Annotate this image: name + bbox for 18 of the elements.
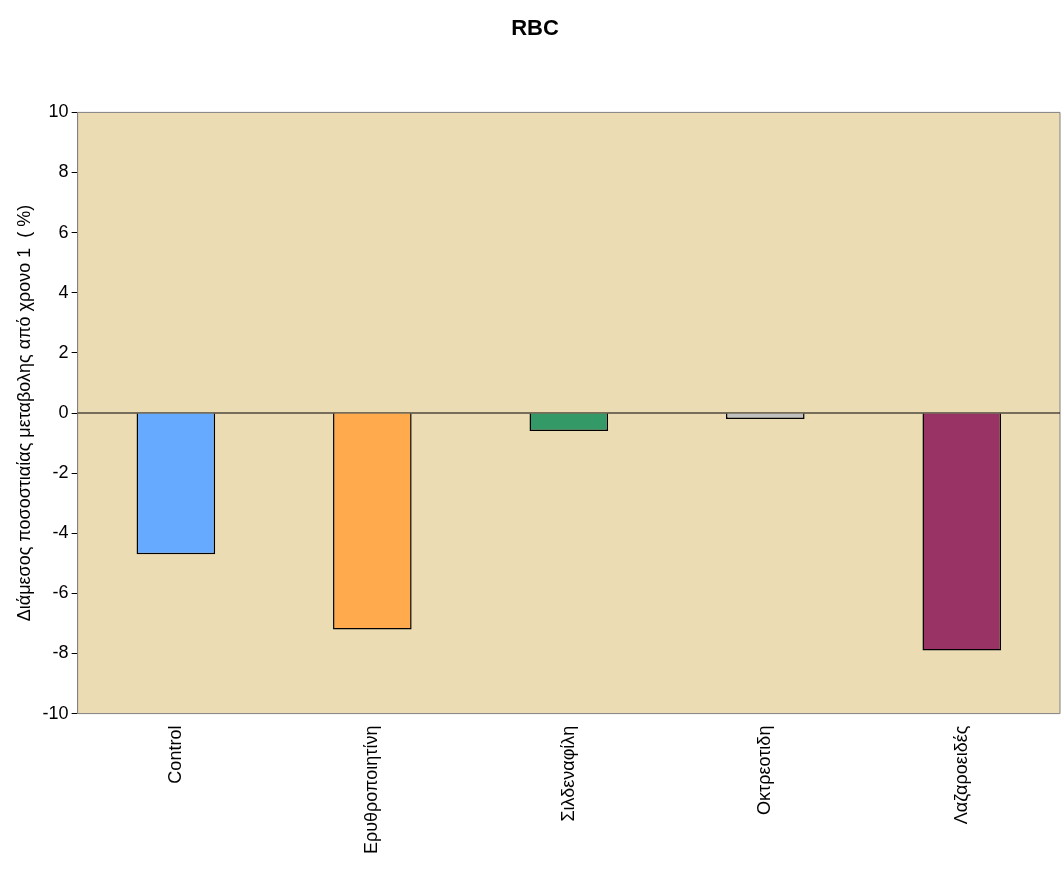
y-tick-label: 0	[58, 401, 69, 422]
x-tick-label: Λαζαροειδές	[950, 725, 971, 825]
y-tick-label: 2	[58, 341, 69, 362]
y-tick-label: 10	[48, 101, 69, 122]
x-tick-label: Control	[164, 725, 185, 784]
y-tick-label: 6	[58, 221, 69, 242]
y-axis-title: Διάμεσος ποσοστιαίας μεταβολης από χρονο 1 ( %)	[13, 204, 34, 622]
y-tick-label: 4	[58, 281, 69, 302]
y-tick-label: -6	[52, 582, 69, 603]
y-tick-label: -4	[52, 522, 69, 543]
chart-title: RBC	[511, 15, 559, 41]
x-tick-label: Οκτρεοτιδη	[754, 725, 775, 815]
y-tick-label: -2	[52, 462, 69, 483]
y-tick-label: -8	[52, 642, 69, 663]
y-tick-label: -10	[42, 702, 69, 723]
y-tick-label: 8	[58, 161, 69, 182]
x-tick-label: Σιλδεναφίλη	[557, 725, 578, 822]
x-tick-label: Ερυθροποιητίνη	[361, 725, 382, 855]
